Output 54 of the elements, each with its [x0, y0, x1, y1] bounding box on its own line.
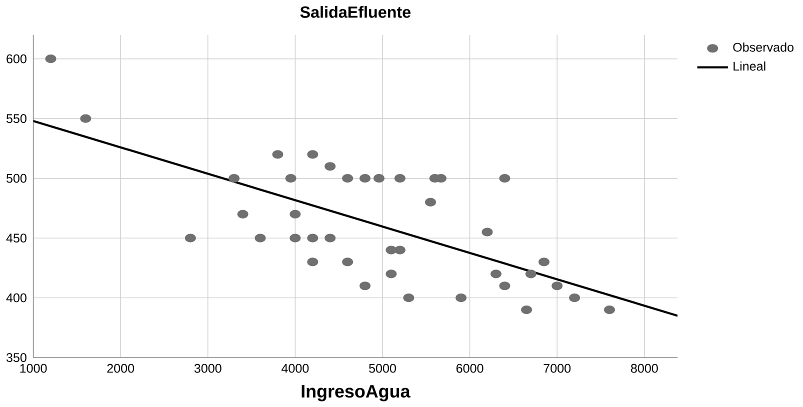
point [307, 258, 318, 266]
point [538, 258, 550, 266]
point [374, 174, 384, 183]
point [45, 54, 56, 64]
x-tick-label: 6000 [456, 364, 484, 373]
point [403, 293, 414, 302]
point [604, 305, 615, 314]
point [569, 293, 580, 302]
x-tick-label: 3000 [194, 364, 222, 373]
point [499, 174, 510, 183]
legend-label: Observado [733, 42, 794, 52]
x-tick-label: 8000 [630, 364, 658, 373]
x-tick-label: 1000 [20, 364, 47, 373]
point [425, 198, 436, 206]
point [324, 234, 336, 242]
x-tick-label: 4000 [282, 364, 309, 373]
point [360, 174, 371, 183]
x-tick-label: 7000 [544, 364, 571, 373]
point [482, 228, 493, 236]
y-tick-label: 550 [6, 114, 26, 123]
point [285, 174, 296, 183]
point [342, 258, 354, 266]
point [237, 210, 248, 218]
point [499, 281, 510, 290]
point [342, 174, 354, 183]
point [521, 305, 532, 314]
point [386, 269, 397, 278]
y-tick-label: 400 [6, 293, 26, 302]
y-tick-label: 450 [6, 234, 26, 242]
point [490, 269, 502, 278]
point [394, 246, 406, 254]
x-tick-label: 2000 [107, 364, 134, 373]
point [324, 162, 336, 171]
y-tick-label: 600 [6, 54, 26, 64]
point [290, 210, 301, 218]
point [272, 150, 284, 159]
point [360, 281, 371, 290]
y-tick-label: 500 [6, 174, 26, 183]
point [307, 234, 318, 242]
point [525, 269, 536, 278]
chart-title: SalidaEfluente [300, 6, 411, 18]
x-axis-title: IngresoAgua [302, 384, 410, 402]
point [80, 114, 92, 123]
point [394, 174, 406, 183]
point [456, 293, 467, 302]
legend-label: Lineal [734, 61, 766, 71]
x-tick-label: 5000 [369, 364, 396, 373]
point [184, 234, 196, 242]
point [307, 150, 318, 159]
point [552, 281, 563, 290]
point [254, 234, 266, 242]
point [290, 234, 301, 242]
y-tick-label: 350 [6, 353, 26, 362]
point [228, 174, 240, 183]
